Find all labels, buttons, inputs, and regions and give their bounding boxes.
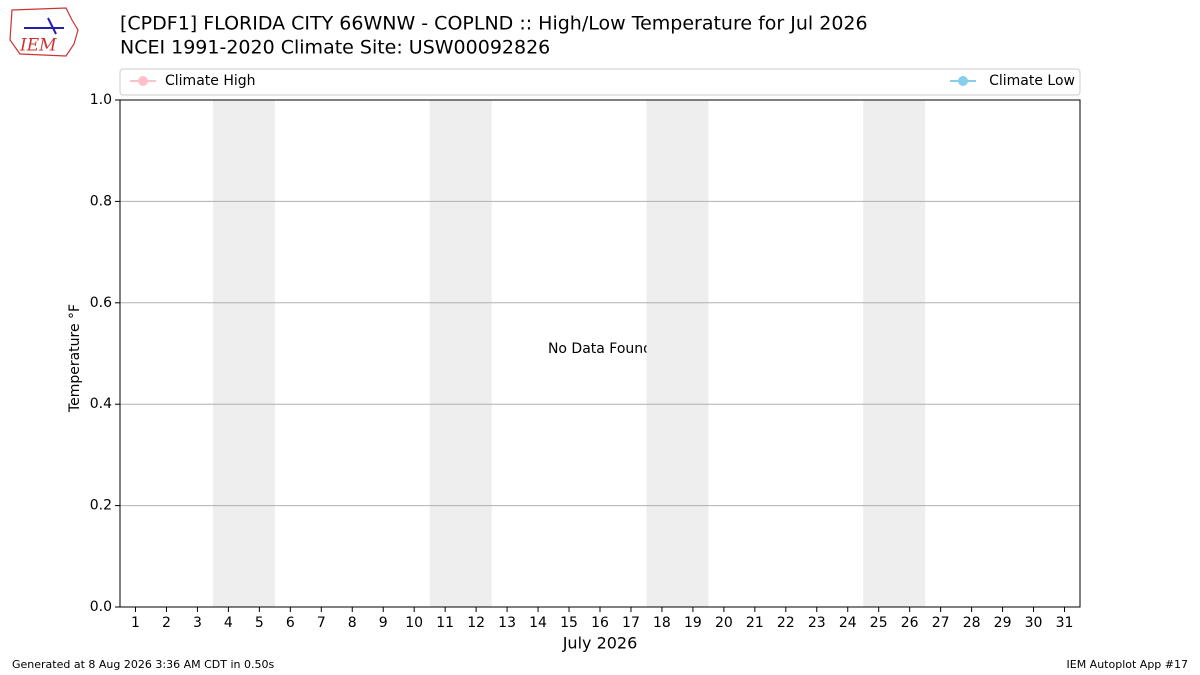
x-tick-label: 31: [1056, 615, 1074, 631]
x-tick-label: 25: [870, 615, 888, 631]
y-tick-label: 0.2: [90, 498, 112, 514]
x-tick-label: 17: [622, 615, 640, 631]
x-tick-label: 12: [467, 615, 485, 631]
x-tick-label: 23: [808, 615, 826, 631]
x-tick-label: 13: [498, 615, 516, 631]
y-tick-label: 0.0: [90, 599, 112, 615]
legend-box: [119, 68, 1081, 96]
y-axis-label: Temperature °F: [67, 304, 83, 413]
logo-text: IEM: [19, 36, 57, 56]
chart-subtitle: NCEI 1991-2020 Climate Site: USW00092826: [120, 37, 550, 59]
x-tick-label: 11: [436, 615, 454, 631]
footer-right: IEM Autoplot App #17: [1067, 658, 1189, 671]
weekend-shade: [863, 100, 926, 607]
weekend-shade: [212, 100, 275, 607]
x-tick-label: 21: [746, 615, 764, 631]
x-tick-label: 24: [839, 615, 857, 631]
x-tick-label: 9: [379, 615, 388, 631]
legend-marker: [958, 76, 968, 86]
x-tick-label: 19: [684, 615, 702, 631]
legend-marker: [138, 76, 148, 86]
y-tick-label: 0.8: [90, 193, 112, 209]
weekend-shade: [429, 100, 492, 607]
logo: IEM: [9, 7, 79, 57]
x-tick-label: 7: [317, 615, 326, 631]
x-tick-label: 10: [405, 615, 423, 631]
x-tick-label: 20: [715, 615, 733, 631]
x-tick-label: 28: [963, 615, 981, 631]
x-tick-label: 1: [131, 615, 140, 631]
x-tick-label: 4: [224, 615, 233, 631]
plot-frame: [119, 99, 1081, 608]
footer-left: Generated at 8 Aug 2026 3:36 AM CDT in 0…: [12, 658, 274, 671]
x-tick-label: 29: [994, 615, 1012, 631]
x-tick-label: 6: [286, 615, 295, 631]
legend-label: Climate Low: [989, 73, 1075, 89]
annotation: No Data Found: [548, 341, 652, 357]
y-tick-label: 1.0: [90, 92, 112, 108]
x-tick-label: 2: [162, 615, 171, 631]
x-tick-label: 22: [777, 615, 795, 631]
x-tick-label: 16: [591, 615, 609, 631]
y-tick-label: 0.4: [90, 396, 112, 412]
x-tick-label: 15: [560, 615, 578, 631]
x-tick-label: 26: [901, 615, 919, 631]
x-tick-label: 27: [932, 615, 950, 631]
x-tick-label: 8: [348, 615, 357, 631]
y-tick-label: 0.6: [90, 295, 112, 311]
chart-title: [CPDF1] FLORIDA CITY 66WNW - COPLND :: H…: [120, 13, 868, 35]
weekend-shade: [646, 100, 709, 607]
x-tick-label: 5: [255, 615, 264, 631]
x-tick-label: 18: [653, 615, 671, 631]
x-tick-label: 30: [1025, 615, 1043, 631]
x-axis-label: July 2026: [562, 634, 638, 653]
legend-label: Climate High: [165, 73, 256, 89]
x-tick-label: 3: [193, 615, 202, 631]
x-tick-label: 14: [529, 615, 547, 631]
